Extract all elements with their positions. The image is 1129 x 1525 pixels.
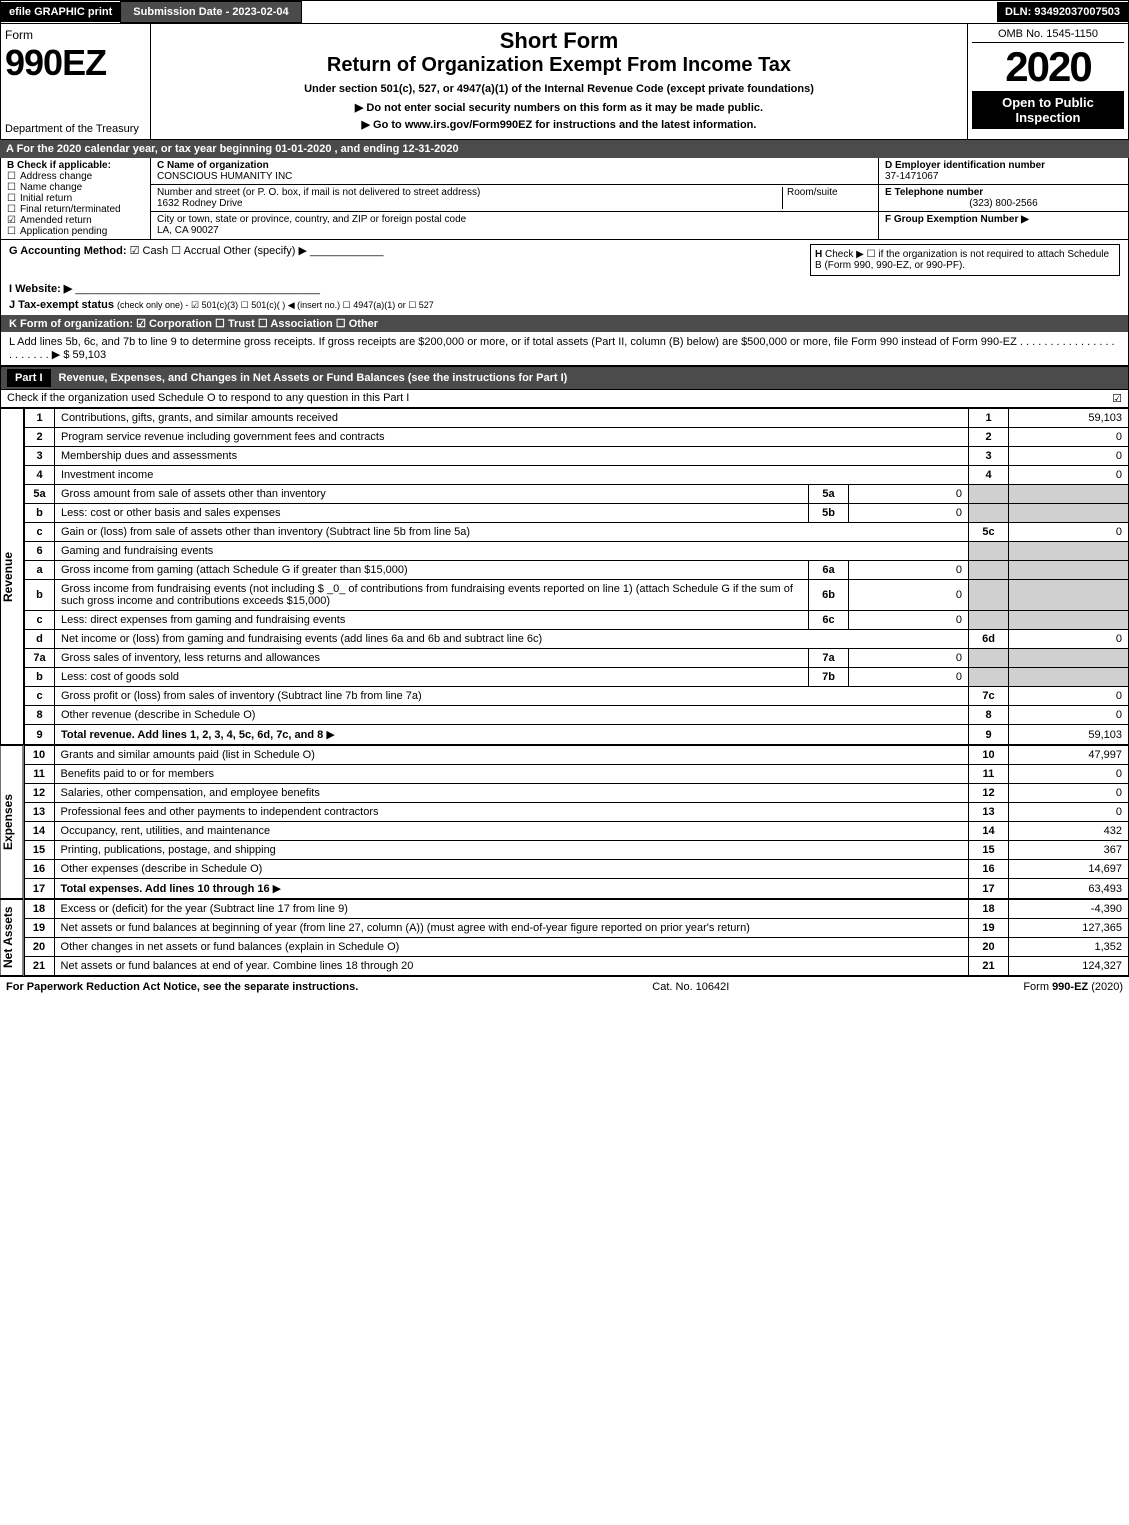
line-14: 14Occupancy, rent, utilities, and mainte…: [24, 822, 1128, 841]
efile-print[interactable]: efile GRAPHIC print: [1, 2, 120, 22]
period-line: A For the 2020 calendar year, or tax yea…: [0, 140, 1129, 158]
part1-title: Revenue, Expenses, and Changes in Net As…: [59, 372, 568, 384]
line-5a: 5aGross amount from sale of assets other…: [25, 485, 1129, 504]
chk-name[interactable]: ☐Name change: [7, 182, 144, 193]
line-20: 20Other changes in net assets or fund ba…: [24, 938, 1128, 957]
lines-g-to-l: G Accounting Method: ☑ Cash ☐ Accrual Ot…: [0, 240, 1129, 366]
chk-initial[interactable]: ☐Initial return: [7, 193, 144, 204]
j-text: (check only one) - ☑ 501(c)(3) ☐ 501(c)(…: [117, 300, 434, 310]
side-netassets: Net Assets: [0, 899, 24, 976]
omb-number: OMB No. 1545-1150: [972, 28, 1124, 43]
org-city: LA, CA 90027: [157, 225, 872, 236]
ein: 37-1471067: [885, 171, 1122, 182]
k-label: K Form of organization:: [9, 318, 133, 330]
h-text: Check ▶ ☐ if the organization is not req…: [815, 249, 1109, 271]
line-4: 4Investment income40: [25, 466, 1129, 485]
ssn-warning: ▶ Do not enter social security numbers o…: [159, 101, 959, 114]
line-7b: bLess: cost of goods sold7b0: [25, 668, 1129, 687]
line-12: 12Salaries, other compensation, and empl…: [24, 784, 1128, 803]
footer-right: Form 990-EZ (2020): [1023, 981, 1123, 993]
f-label: F Group Exemption Number ▶: [885, 214, 1122, 225]
line-5c: cGain or (loss) from sale of assets othe…: [25, 523, 1129, 542]
chk-amended[interactable]: ☑Amended return: [7, 215, 144, 226]
line-7a: 7aGross sales of inventory, less returns…: [25, 649, 1129, 668]
j-label: J Tax-exempt status: [9, 299, 114, 311]
submission-date: Submission Date - 2023-02-04: [120, 1, 301, 23]
g-accrual[interactable]: ☐ Accrual: [171, 245, 220, 257]
dln: DLN: 93492037007503: [997, 2, 1128, 22]
line-18: 18Excess or (deficit) for the year (Subt…: [24, 900, 1128, 919]
form-label: Form: [5, 28, 146, 42]
chk-final[interactable]: ☐Final return/terminated: [7, 204, 144, 215]
line-11: 11Benefits paid to or for members110: [24, 765, 1128, 784]
line-6a: aGross income from gaming (attach Schedu…: [25, 561, 1129, 580]
line-6: 6Gaming and fundraising events: [25, 542, 1129, 561]
line-9: 9Total revenue. Add lines 1, 2, 3, 4, 5c…: [25, 725, 1129, 745]
line-16: 16Other expenses (describe in Schedule O…: [24, 860, 1128, 879]
box-b-label: B Check if applicable:: [7, 160, 144, 171]
c-city-label: City or town, state or province, country…: [157, 214, 872, 225]
open-public: Open to Public Inspection: [972, 91, 1124, 129]
netassets-table: 18Excess or (deficit) for the year (Subt…: [24, 899, 1129, 976]
i-label: I Website: ▶: [9, 283, 72, 295]
top-bar: efile GRAPHIC print Submission Date - 20…: [0, 0, 1129, 24]
line-2: 2Program service revenue including gover…: [25, 428, 1129, 447]
line-6c: cLess: direct expenses from gaming and f…: [25, 611, 1129, 630]
short-form-title: Short Form: [159, 28, 959, 54]
goto-link[interactable]: ▶ Go to www.irs.gov/Form990EZ for instru…: [159, 118, 959, 131]
l-amount: ▶ $ 59,103: [52, 349, 106, 361]
line-19: 19Net assets or fund balances at beginni…: [24, 919, 1128, 938]
line-1: 1Contributions, gifts, grants, and simil…: [25, 409, 1129, 428]
return-title: Return of Organization Exempt From Incom…: [159, 54, 959, 77]
phone: (323) 800-2566: [885, 198, 1122, 209]
part1-tag: Part I: [7, 369, 51, 387]
line-13: 13Professional fees and other payments t…: [24, 803, 1128, 822]
h-label: H: [815, 249, 822, 260]
line-10: 10Grants and similar amounts paid (list …: [24, 746, 1128, 765]
line-7c: cGross profit or (loss) from sales of in…: [25, 687, 1129, 706]
room-label: Room/suite: [782, 187, 872, 209]
c-addr-label: Number and street (or P. O. box, if mail…: [157, 187, 782, 198]
form-number: 990EZ: [5, 42, 146, 84]
g-label: G Accounting Method:: [9, 245, 127, 257]
under-section: Under section 501(c), 527, or 4947(a)(1)…: [159, 83, 959, 95]
part1-header: Part I Revenue, Expenses, and Changes in…: [0, 366, 1129, 390]
side-revenue: Revenue: [0, 408, 24, 745]
org-name: CONSCIOUS HUMANITY INC: [157, 171, 872, 182]
d-label: D Employer identification number: [885, 160, 1122, 171]
line-5b: bLess: cost or other basis and sales exp…: [25, 504, 1129, 523]
form-header: Form 990EZ Department of the Treasury Sh…: [0, 24, 1129, 140]
line-15: 15Printing, publications, postage, and s…: [24, 841, 1128, 860]
part1-checked[interactable]: ☑: [1112, 392, 1122, 405]
l-text: L Add lines 5b, 6c, and 7b to line 9 to …: [9, 336, 1017, 348]
c-name-label: C Name of organization: [157, 160, 872, 171]
chk-pending[interactable]: ☐Application pending: [7, 226, 144, 237]
line-6d: dNet income or (loss) from gaming and fu…: [25, 630, 1129, 649]
footer-left: For Paperwork Reduction Act Notice, see …: [6, 981, 358, 993]
footer: For Paperwork Reduction Act Notice, see …: [0, 976, 1129, 997]
line-8: 8Other revenue (describe in Schedule O)8…: [25, 706, 1129, 725]
g-cash[interactable]: ☑ Cash: [130, 245, 169, 257]
side-expenses: Expenses: [0, 745, 24, 899]
tax-year: 2020: [972, 43, 1124, 91]
g-other[interactable]: Other (specify) ▶ ____________: [223, 245, 383, 257]
line-3: 3Membership dues and assessments30: [25, 447, 1129, 466]
footer-mid: Cat. No. 10642I: [652, 981, 729, 993]
line-21: 21Net assets or fund balances at end of …: [24, 957, 1128, 976]
department: Department of the Treasury: [5, 123, 146, 135]
org-address: 1632 Rodney Drive: [157, 198, 782, 209]
chk-address[interactable]: ☐Address change: [7, 171, 144, 182]
e-label: E Telephone number: [885, 187, 1122, 198]
entity-block: B Check if applicable: ☐Address change ☐…: [0, 158, 1129, 240]
line-6b: bGross income from fundraising events (n…: [25, 580, 1129, 611]
k-text: ☑ Corporation ☐ Trust ☐ Association ☐ Ot…: [136, 318, 378, 330]
expenses-table: 10Grants and similar amounts paid (list …: [24, 745, 1129, 899]
line-17: 17Total expenses. Add lines 10 through 1…: [24, 879, 1128, 899]
revenue-table: 1Contributions, gifts, grants, and simil…: [24, 408, 1129, 745]
part1-check-text: Check if the organization used Schedule …: [7, 392, 409, 405]
